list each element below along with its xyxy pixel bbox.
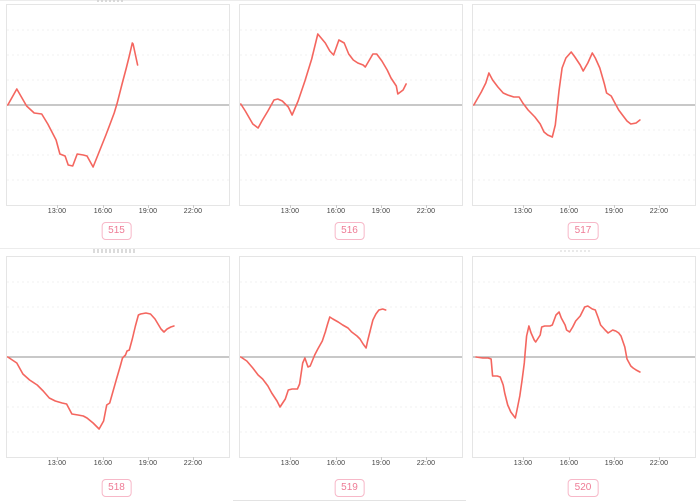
chart-card: 13:00 16:00 19:00 22:00 519: [233, 251, 466, 502]
x-tick-label: 13:00: [47, 208, 67, 215]
chart-card: 13:00 16:00 19:00 22:00 515: [0, 0, 233, 251]
x-tick-label: 16:00: [326, 208, 346, 215]
chart-id-badge[interactable]: 520: [567, 479, 599, 497]
x-tick-mark: [148, 457, 149, 460]
chart-card: 13:00 16:00 19:00 22:00 520: [466, 251, 700, 502]
chart-card: 13:00 16:00 19:00 22:00 516: [233, 0, 466, 251]
chart-id-badge[interactable]: 517: [567, 222, 599, 240]
chart-card: 13:00 16:00 19:00 22:00 518: [0, 251, 233, 502]
x-tick-mark: [523, 457, 524, 460]
x-tick-mark: [381, 205, 382, 208]
chart-plot-area: [6, 256, 230, 458]
chart-plot-area: [472, 256, 696, 458]
x-tick-label: 22:00: [416, 460, 436, 467]
x-tick-mark: [381, 457, 382, 460]
x-tick-mark: [614, 457, 615, 460]
x-tick-mark: [523, 205, 524, 208]
x-tick-mark: [426, 205, 427, 208]
line-chart: [473, 29, 695, 181]
x-tick-label: 22:00: [183, 208, 203, 215]
x-tick-mark: [103, 205, 104, 208]
x-tick-label: 22:00: [649, 460, 669, 467]
x-tick-mark: [336, 457, 337, 460]
x-tick-mark: [614, 205, 615, 208]
clipped-title-fragment: [93, 249, 137, 253]
x-tick-mark: [569, 457, 570, 460]
x-tick-label: 16:00: [559, 208, 579, 215]
clipped-row-top-line: [0, 248, 700, 249]
chart-plot-area: [472, 4, 696, 206]
x-tick-mark: [569, 205, 570, 208]
x-tick-mark: [659, 457, 660, 460]
x-tick-label: 19:00: [371, 460, 391, 467]
chart-plot-area: [239, 4, 463, 206]
x-tick-label: 13:00: [47, 460, 67, 467]
x-tick-label: 13:00: [280, 460, 300, 467]
x-tick-label: 19:00: [604, 460, 624, 467]
line-chart: [240, 281, 462, 433]
x-tick-label: 19:00: [138, 208, 158, 215]
x-tick-label: 16:00: [326, 460, 346, 467]
x-tick-mark: [148, 205, 149, 208]
x-tick-label: 13:00: [513, 208, 533, 215]
x-tick-label: 22:00: [649, 208, 669, 215]
chart-id-badge[interactable]: 519: [334, 479, 365, 497]
x-tick-label: 22:00: [416, 208, 436, 215]
chart-id-badge[interactable]: 515: [101, 222, 132, 240]
clipped-title-fragment: [560, 250, 590, 252]
chart-id-badge[interactable]: 516: [334, 222, 365, 240]
x-tick-mark: [103, 457, 104, 460]
x-tick-mark: [57, 457, 58, 460]
x-tick-mark: [659, 205, 660, 208]
x-tick-label: 13:00: [513, 460, 533, 467]
clipped-row-top-line: [0, 0, 700, 1]
x-tick-label: 16:00: [559, 460, 579, 467]
line-chart: [7, 281, 229, 433]
x-tick-label: 19:00: [604, 208, 624, 215]
chart-plot-area: [6, 4, 230, 206]
clipped-next-row-chart-top: [233, 500, 466, 501]
chart-id-badge[interactable]: 518: [101, 479, 132, 497]
chart-plot-area: [239, 256, 463, 458]
x-tick-label: 13:00: [280, 208, 300, 215]
chart-card: 13:00 16:00 19:00 22:00 517: [466, 0, 700, 251]
x-tick-mark: [193, 457, 194, 460]
x-tick-label: 16:00: [93, 208, 113, 215]
line-chart: [7, 29, 229, 181]
x-tick-mark: [290, 205, 291, 208]
x-tick-mark: [290, 457, 291, 460]
x-tick-label: 16:00: [93, 460, 113, 467]
x-tick-label: 19:00: [138, 460, 158, 467]
x-tick-mark: [193, 205, 194, 208]
x-tick-mark: [426, 457, 427, 460]
x-tick-label: 19:00: [371, 208, 391, 215]
x-tick-mark: [336, 205, 337, 208]
x-tick-label: 22:00: [183, 460, 203, 467]
clipped-title-fragment: [97, 0, 123, 2]
line-chart: [473, 281, 695, 433]
x-tick-mark: [57, 205, 58, 208]
line-chart: [240, 29, 462, 181]
